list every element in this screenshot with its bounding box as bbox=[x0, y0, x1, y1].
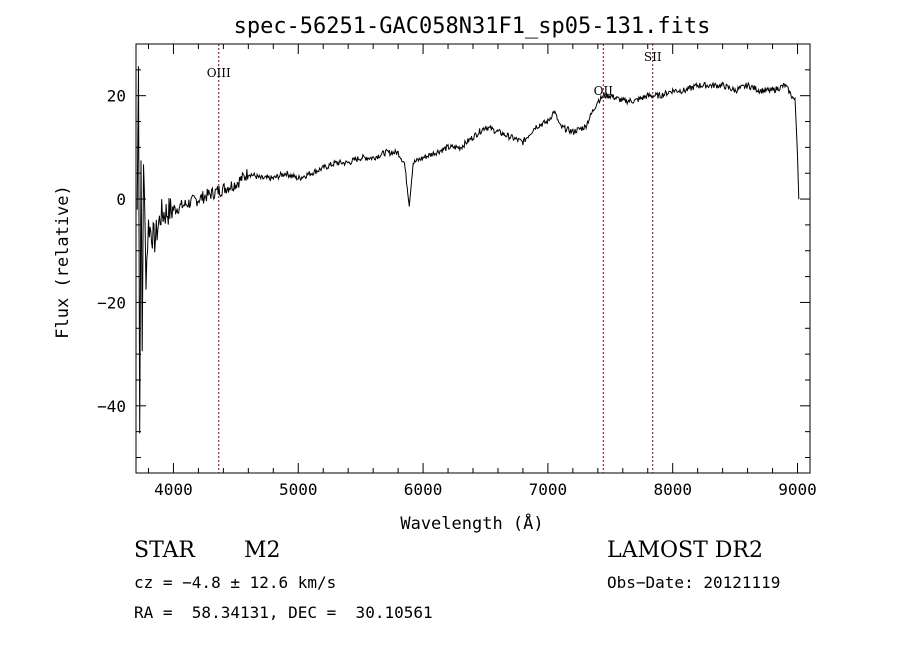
axis-ticks: 4000 5000 6000 7000 8000 9000 −40 −20 0 20 bbox=[97, 43, 817, 499]
y-axis-label: Flux (relative) bbox=[53, 185, 73, 339]
x-tick-label: 8000 bbox=[653, 480, 692, 499]
x-tick-label: 4000 bbox=[154, 480, 193, 499]
redshift-velocity: cz = −4.8 ± 12.6 km/s bbox=[134, 573, 337, 592]
object-class: STAR bbox=[134, 538, 195, 563]
marker-label-sii: SII bbox=[644, 50, 662, 64]
survey-name: LAMOST DR2 bbox=[607, 538, 763, 563]
marker-label-oiii: OIII bbox=[207, 66, 231, 80]
flux-series-line bbox=[136, 66, 800, 434]
y-tick-label: −20 bbox=[97, 293, 126, 312]
observation-date: Obs−Date: 20121119 bbox=[607, 573, 781, 592]
spectrum-chart: spec-56251-GAC058N31F1_sp05-131.fits 400… bbox=[53, 14, 817, 534]
object-subclass: M2 bbox=[244, 538, 281, 563]
x-tick-label: 7000 bbox=[529, 480, 568, 499]
y-tick-label: 20 bbox=[107, 87, 126, 106]
x-tick-label: 5000 bbox=[279, 480, 318, 499]
x-tick-label: 9000 bbox=[778, 480, 817, 499]
sky-coordinates: RA = 58.34131, DEC = 30.10561 bbox=[134, 603, 433, 622]
x-axis-label: Wavelength (Å) bbox=[400, 512, 543, 534]
plot-frame bbox=[135, 43, 811, 474]
chart-title: spec-56251-GAC058N31F1_sp05-131.fits bbox=[234, 14, 711, 39]
x-tick-label: 6000 bbox=[404, 480, 443, 499]
y-tick-label: −40 bbox=[97, 397, 126, 416]
y-tick-label: 0 bbox=[116, 190, 126, 209]
